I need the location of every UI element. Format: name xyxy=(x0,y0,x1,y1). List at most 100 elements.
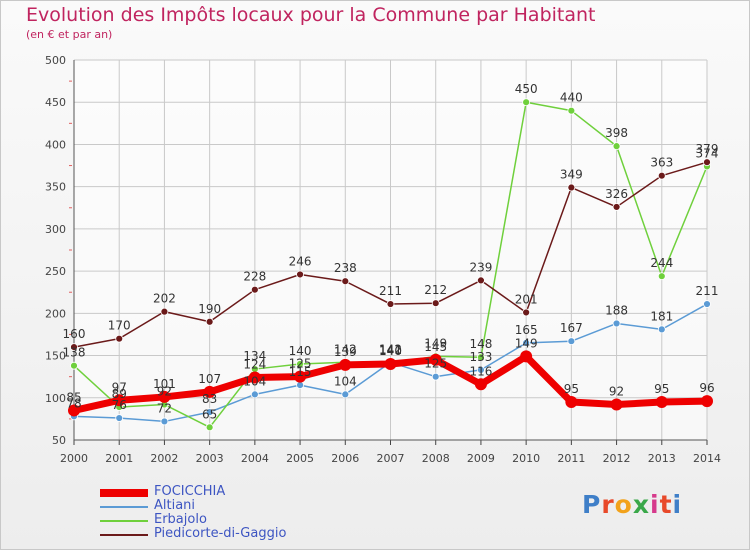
data-label: 349 xyxy=(560,168,583,182)
data-label: 96 xyxy=(699,381,714,395)
data-point xyxy=(160,417,169,426)
data-label: 239 xyxy=(469,260,492,274)
x-tick-label: 2004 xyxy=(241,452,269,465)
data-label: 116 xyxy=(469,364,492,378)
data-point xyxy=(294,370,307,383)
data-label: 125 xyxy=(289,357,312,371)
x-tick-label: 2005 xyxy=(286,452,314,465)
chart-subtitle: (en € et par an) xyxy=(26,28,113,41)
x-tick-label: 2007 xyxy=(377,452,405,465)
legend-swatch xyxy=(100,534,148,536)
data-point xyxy=(250,285,259,294)
data-point xyxy=(431,372,440,381)
data-label: 134 xyxy=(243,349,266,363)
data-label: 201 xyxy=(515,292,538,306)
data-label: 326 xyxy=(605,187,628,201)
data-label: 140 xyxy=(289,344,312,358)
data-point xyxy=(522,98,531,107)
data-point xyxy=(610,398,623,411)
data-point xyxy=(429,353,442,366)
data-label: 246 xyxy=(289,254,312,268)
y-tick-label: 50 xyxy=(52,434,66,447)
logo-letter: P xyxy=(582,490,602,519)
data-point xyxy=(477,366,485,374)
data-label: 170 xyxy=(108,319,131,333)
data-label: 450 xyxy=(515,82,538,96)
data-point xyxy=(701,395,713,408)
data-label: 238 xyxy=(334,261,357,275)
chart-title: Evolution des Impôts locaux pour la Comm… xyxy=(26,4,596,26)
data-label: 202 xyxy=(153,292,176,306)
data-label: 188 xyxy=(605,303,628,317)
data-point xyxy=(250,390,259,399)
data-point xyxy=(205,317,214,326)
x-tick-label: 2000 xyxy=(60,452,88,465)
x-tick-label: 2014 xyxy=(693,452,721,465)
x-tick-label: 2001 xyxy=(105,452,133,465)
proxiti-logo: Proxiti xyxy=(582,490,682,519)
y-tick-label: 150 xyxy=(45,350,66,363)
data-point xyxy=(296,270,304,279)
data-label: 138 xyxy=(63,346,86,360)
x-tick-label: 2010 xyxy=(512,452,540,465)
data-label: 398 xyxy=(605,126,628,140)
data-label: 228 xyxy=(243,270,266,284)
data-point xyxy=(70,343,78,352)
data-label: 85 xyxy=(66,390,81,404)
data-label: 379 xyxy=(696,142,719,156)
logo-letter: t xyxy=(659,490,673,519)
data-label: 133 xyxy=(469,350,492,364)
logo-letter: i xyxy=(672,490,683,519)
x-tick-label: 2011 xyxy=(557,452,585,465)
data-point xyxy=(703,300,711,308)
legend-label: Erbajolo xyxy=(154,512,207,527)
y-tick-label: 300 xyxy=(45,223,66,236)
data-point xyxy=(477,353,485,362)
data-label: 89 xyxy=(112,387,127,401)
data-point xyxy=(655,396,668,408)
y-tick-label: 400 xyxy=(45,138,66,151)
data-label: 145 xyxy=(424,340,447,354)
x-tick-label: 2002 xyxy=(150,452,178,465)
data-point xyxy=(203,385,216,398)
data-label: 107 xyxy=(198,372,221,386)
data-point xyxy=(341,277,350,286)
y-tick-label: 250 xyxy=(45,265,66,278)
logo-letter: x xyxy=(632,490,650,519)
data-point xyxy=(296,360,304,368)
data-label: 440 xyxy=(560,91,583,105)
data-label: 124 xyxy=(243,358,266,372)
data-label: 76 xyxy=(112,398,127,412)
data-point xyxy=(115,334,124,343)
data-label: 95 xyxy=(654,382,669,396)
data-point xyxy=(341,390,350,399)
data-label: 142 xyxy=(379,342,402,356)
data-label: 374 xyxy=(696,146,719,160)
data-label: 65 xyxy=(202,407,217,421)
data-point xyxy=(115,414,124,422)
y-tick-label: 350 xyxy=(45,181,66,194)
data-point xyxy=(248,371,261,384)
data-point xyxy=(205,423,214,432)
y-tick-label: 200 xyxy=(45,307,66,320)
data-point xyxy=(386,300,395,308)
data-label: 211 xyxy=(379,284,402,298)
data-label: 72 xyxy=(157,401,172,415)
x-tick-label: 2006 xyxy=(331,452,359,465)
data-label: 160 xyxy=(63,327,86,341)
data-label: 125 xyxy=(424,357,447,371)
data-point xyxy=(160,307,169,316)
y-tick-label: 100 xyxy=(45,392,66,405)
data-label: 101 xyxy=(153,377,176,391)
data-point xyxy=(567,106,576,115)
data-point xyxy=(567,337,576,346)
x-tick-label: 2008 xyxy=(422,452,450,465)
data-point xyxy=(612,142,621,151)
data-label: 139 xyxy=(334,345,357,359)
x-tick-label: 2009 xyxy=(467,452,495,465)
data-point xyxy=(70,361,78,370)
legend-label: Altiani xyxy=(154,498,196,513)
data-label: 149 xyxy=(424,336,447,350)
data-label: 142 xyxy=(334,342,357,356)
